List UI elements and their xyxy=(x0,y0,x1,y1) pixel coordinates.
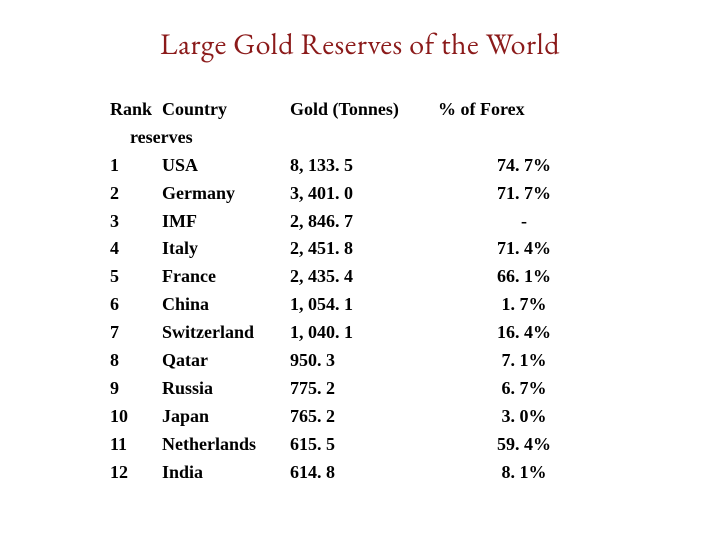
cell-country: Netherlands xyxy=(162,431,290,459)
cell-forex: - xyxy=(438,208,610,236)
cell-gold: 1, 040. 1 xyxy=(290,319,438,347)
table-row: 4Italy2, 451. 871. 4% xyxy=(110,235,610,263)
cell-rank: 6 xyxy=(110,291,162,319)
cell-rank: 2 xyxy=(110,180,162,208)
cell-country: Switzerland xyxy=(162,319,290,347)
gold-reserves-table: Rank Country Gold (Tonnes) % of Forex re… xyxy=(110,96,610,486)
cell-gold: 2, 435. 4 xyxy=(290,263,438,291)
cell-rank: 1 xyxy=(110,152,162,180)
cell-gold: 8, 133. 5 xyxy=(290,152,438,180)
cell-forex: 71. 7% xyxy=(438,180,610,208)
table-row: 2Germany3, 401. 071. 7% xyxy=(110,180,610,208)
slide: Large Gold Reserves of the World Rank Co… xyxy=(0,0,720,540)
cell-country: IMF xyxy=(162,208,290,236)
cell-gold: 3, 401. 0 xyxy=(290,180,438,208)
cell-rank: 3 xyxy=(110,208,162,236)
cell-forex: 66. 1% xyxy=(438,263,610,291)
table-body: 1USA8, 133. 574. 7%2Germany3, 401. 071. … xyxy=(110,152,610,487)
cell-rank: 12 xyxy=(110,459,162,487)
table-row: 12India614. 8 8. 1% xyxy=(110,459,610,487)
cell-forex: 3. 0% xyxy=(438,403,610,431)
table-row: 5France2, 435. 466. 1% xyxy=(110,263,610,291)
cell-gold: 2, 846. 7 xyxy=(290,208,438,236)
cell-country: USA xyxy=(162,152,290,180)
table-row: 3IMF2, 846. 7- xyxy=(110,208,610,236)
cell-gold: 765. 2 xyxy=(290,403,438,431)
cell-rank: 7 xyxy=(110,319,162,347)
cell-country: Germany xyxy=(162,180,290,208)
table-row: 1USA8, 133. 574. 7% xyxy=(110,152,610,180)
cell-gold: 614. 8 xyxy=(290,459,438,487)
cell-forex: 1. 7% xyxy=(438,291,610,319)
cell-rank: 8 xyxy=(110,347,162,375)
cell-forex: 16. 4% xyxy=(438,319,610,347)
cell-gold: 1, 054. 1 xyxy=(290,291,438,319)
cell-country: France xyxy=(162,263,290,291)
cell-forex: 8. 1% xyxy=(438,459,610,487)
header-country: Country xyxy=(162,96,290,124)
page-title: Large Gold Reserves of the World xyxy=(0,24,720,63)
table-row: 8Qatar950. 37. 1% xyxy=(110,347,610,375)
cell-gold: 615. 5 xyxy=(290,431,438,459)
table-row: 7Switzerland1, 040. 116. 4% xyxy=(110,319,610,347)
cell-forex: 71. 4% xyxy=(438,235,610,263)
cell-country: India xyxy=(162,459,290,487)
cell-gold: 2, 451. 8 xyxy=(290,235,438,263)
table-row: 6China1, 054. 11. 7% xyxy=(110,291,610,319)
cell-gold: 775. 2 xyxy=(290,375,438,403)
header-rank: Rank xyxy=(110,96,162,124)
cell-rank: 10 xyxy=(110,403,162,431)
cell-rank: 9 xyxy=(110,375,162,403)
cell-forex: 59. 4% xyxy=(438,431,610,459)
table-header-row: Rank Country Gold (Tonnes) % of Forex xyxy=(110,96,610,124)
cell-forex: 6. 7% xyxy=(438,375,610,403)
table-row: 9Russia775. 26. 7% xyxy=(110,375,610,403)
cell-country: Italy xyxy=(162,235,290,263)
header-gold: Gold (Tonnes) xyxy=(290,96,438,124)
header-forex: % of Forex xyxy=(438,96,610,124)
cell-forex: 74. 7% xyxy=(438,152,610,180)
cell-rank: 11 xyxy=(110,431,162,459)
cell-rank: 4 xyxy=(110,235,162,263)
cell-country: China xyxy=(162,291,290,319)
cell-country: Japan xyxy=(162,403,290,431)
header-sub-reserves: reserves xyxy=(110,124,610,152)
table-row: 11Netherlands 615. 559. 4% xyxy=(110,431,610,459)
cell-country: Russia xyxy=(162,375,290,403)
cell-forex: 7. 1% xyxy=(438,347,610,375)
cell-gold: 950. 3 xyxy=(290,347,438,375)
cell-rank: 5 xyxy=(110,263,162,291)
cell-country: Qatar xyxy=(162,347,290,375)
table-row: 10Japan765. 23. 0% xyxy=(110,403,610,431)
